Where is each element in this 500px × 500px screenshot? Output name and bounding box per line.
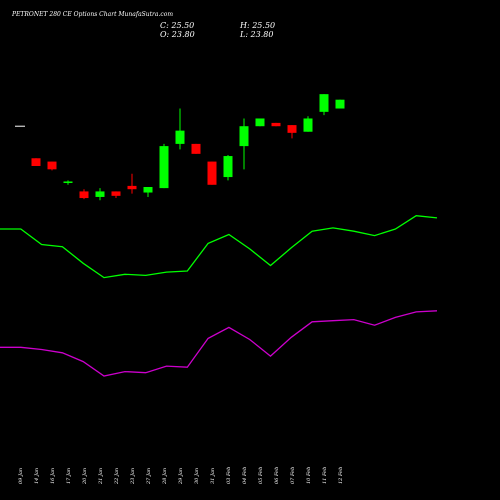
candle (143, 187, 153, 197)
candle (223, 154, 233, 181)
indicator-lines (0, 215, 438, 377)
candle (95, 188, 105, 201)
candle-body (175, 130, 185, 144)
candle (79, 189, 89, 200)
x-tick-label: 10 Feb (306, 467, 312, 484)
candle (191, 143, 201, 154)
candle-body (287, 125, 297, 133)
x-tick-label: 30 Jan (194, 468, 200, 484)
candles (15, 94, 345, 201)
x-tick-label: 09 Jan (18, 468, 24, 484)
x-tick-label: 17 Jan (66, 468, 72, 484)
x-tick-label: 03 Feb (226, 467, 232, 484)
indicator-line-2 (0, 310, 438, 377)
x-tick-label: 27 Jan (146, 468, 152, 485)
x-tick-label: 23 Jan (130, 468, 136, 485)
candle (207, 161, 217, 185)
indicator-line-1 (0, 215, 438, 279)
x-tick-label: 22 Jan (114, 468, 120, 485)
candle-body (111, 191, 121, 196)
candle-body (95, 191, 105, 197)
x-tick-label: 11 Feb (322, 467, 328, 484)
candle-body (271, 122, 281, 127)
x-tick-label: 28 Jan (162, 468, 168, 485)
candle-body (79, 191, 89, 199)
high-value: H: 25.50 (240, 21, 276, 30)
candle (287, 125, 297, 139)
x-tick-label: 06 Feb (274, 467, 280, 484)
candle-body (255, 118, 265, 127)
candle-body (223, 156, 233, 178)
candle-body (303, 118, 313, 132)
candle-body (239, 126, 249, 147)
candle-body (319, 94, 329, 112)
open-value: O: 23.80 (160, 30, 195, 39)
x-tick-label: 05 Feb (258, 467, 264, 484)
x-tick-label: 14 Jan (34, 468, 40, 484)
candle (303, 116, 313, 132)
x-tick-label: 29 Jan (178, 468, 184, 485)
candle-body (127, 185, 137, 190)
candle (31, 158, 41, 166)
chart-title: PETRONET 280 CE Options Chart MunafaSutr… (12, 11, 174, 18)
x-tick-label: 16 Jan (50, 468, 56, 484)
x-tick-label: 07 Feb (290, 467, 296, 484)
x-tick-label: 21 Jan (98, 468, 104, 485)
candle-body (335, 99, 345, 109)
candle-body (143, 187, 153, 193)
candle (111, 191, 121, 199)
candle-body (159, 146, 169, 189)
candle (175, 108, 185, 150)
low-value: L: 23.80 (240, 30, 274, 39)
candle-body (31, 158, 41, 166)
candle (159, 143, 169, 189)
x-tick-label: 12 Feb (338, 467, 344, 484)
candle (47, 161, 57, 171)
candle-body (207, 161, 217, 185)
candle (335, 99, 345, 109)
candle (255, 118, 265, 127)
candle-body (47, 161, 57, 170)
close-value: C: 25.50 (160, 21, 195, 30)
candle (319, 94, 329, 116)
x-tick-label: 04 Feb (242, 467, 248, 484)
x-tick-label: 20 Jan (82, 468, 88, 485)
x-tick-label: 31 Jan (210, 468, 216, 484)
candle (239, 118, 249, 170)
candle (63, 180, 73, 185)
x-axis-labels: 09 Jan 14 Jan 16 Jan 17 Jan 20 Jan 21 Jan 22 J… (18, 467, 344, 485)
candle (127, 173, 137, 194)
candle (271, 122, 281, 127)
candle-body (191, 143, 201, 154)
candle-body (63, 181, 73, 183)
